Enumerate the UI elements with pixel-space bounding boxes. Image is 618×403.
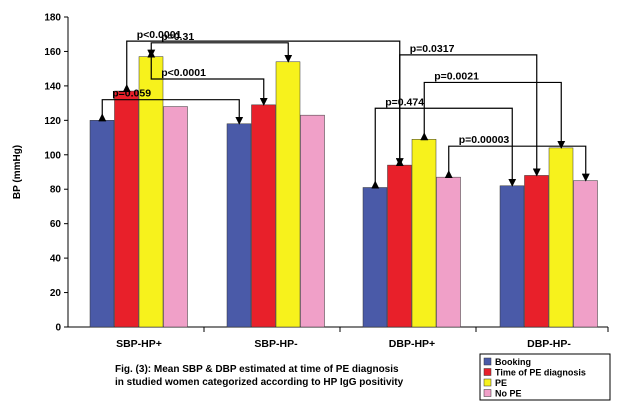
p-value-bracket [371, 107, 517, 189]
axes: 0 20 40 60 80 100 120 140 160 180 SBP-HP+ SBP-HP- DB… [44, 13, 609, 350]
p-value-label: p=0.31 [161, 31, 194, 43]
y-tick-label: 160 [44, 47, 61, 58]
p-value-label: p=0.0317 [410, 43, 455, 55]
y-tick-label: 60 [50, 219, 62, 230]
y-tick-label: 0 [55, 323, 61, 334]
caption-line: Fig. (3): Mean SBP & DBP estimated at ti… [115, 364, 399, 375]
category-label: SBP-HP+ [116, 338, 162, 350]
bar [573, 180, 598, 328]
y-tick-label: 80 [50, 185, 62, 196]
bars [89, 56, 598, 328]
legend-swatch [483, 357, 492, 366]
legend-entry: PE [495, 378, 507, 388]
legend-swatch [483, 378, 492, 387]
p-value-label: p<0.0001 [137, 29, 182, 41]
y-tick-label: 140 [44, 81, 61, 92]
p-value-label: p=0.00003 [459, 134, 510, 146]
bar [411, 139, 437, 328]
p-value-bracket [444, 145, 590, 182]
p-value-label: p=0.0021 [434, 70, 479, 82]
bar [524, 175, 549, 328]
bar [226, 123, 252, 328]
bar [436, 176, 461, 328]
p-value-bracket [147, 49, 268, 106]
p-value-label: p=0.474 [385, 96, 424, 108]
legend-box [479, 353, 611, 401]
p-value-bracket [98, 99, 244, 125]
y-tick-label: 180 [44, 13, 61, 24]
bar [548, 147, 574, 328]
bar [275, 61, 301, 328]
y-tick-label: 20 [50, 288, 62, 299]
y-tick-label: 100 [44, 150, 61, 161]
p-value-label: p=0.059 [112, 88, 151, 100]
y-tick-label: 40 [50, 254, 62, 265]
p-value-bracket [420, 81, 566, 149]
legend-swatch [483, 368, 492, 376]
bar [163, 106, 188, 328]
bar [114, 90, 139, 328]
p-value-bracket [147, 42, 293, 63]
p-value-label: p<0.0001 [161, 67, 206, 79]
y-tick-label: 120 [44, 116, 61, 127]
legend-swatch [483, 389, 492, 397]
bar [251, 104, 276, 328]
bar [362, 187, 388, 328]
legend-entry: Booking [495, 357, 531, 367]
legend-entry: No PE [495, 389, 522, 399]
bar [387, 164, 412, 328]
caption-line: in studied women categorized according t… [115, 377, 404, 388]
bar [499, 185, 525, 328]
bar [89, 120, 115, 328]
figure-caption: Fig. (3): Mean SBP & DBP estimated at ti… [115, 364, 404, 388]
category-label: DBP-HP+ [389, 338, 435, 350]
significance-annotations: p<0.0001p=0.31p<0.0001p=0.059p=0.0317p=0… [98, 29, 590, 189]
y-axis-label: BP (mmHg) [12, 145, 23, 199]
legend-entry: Time of PE diagnosis [495, 368, 586, 378]
bar [300, 114, 325, 328]
category-label: SBP-HP- [254, 338, 298, 350]
category-label: DBP-HP- [527, 338, 571, 350]
